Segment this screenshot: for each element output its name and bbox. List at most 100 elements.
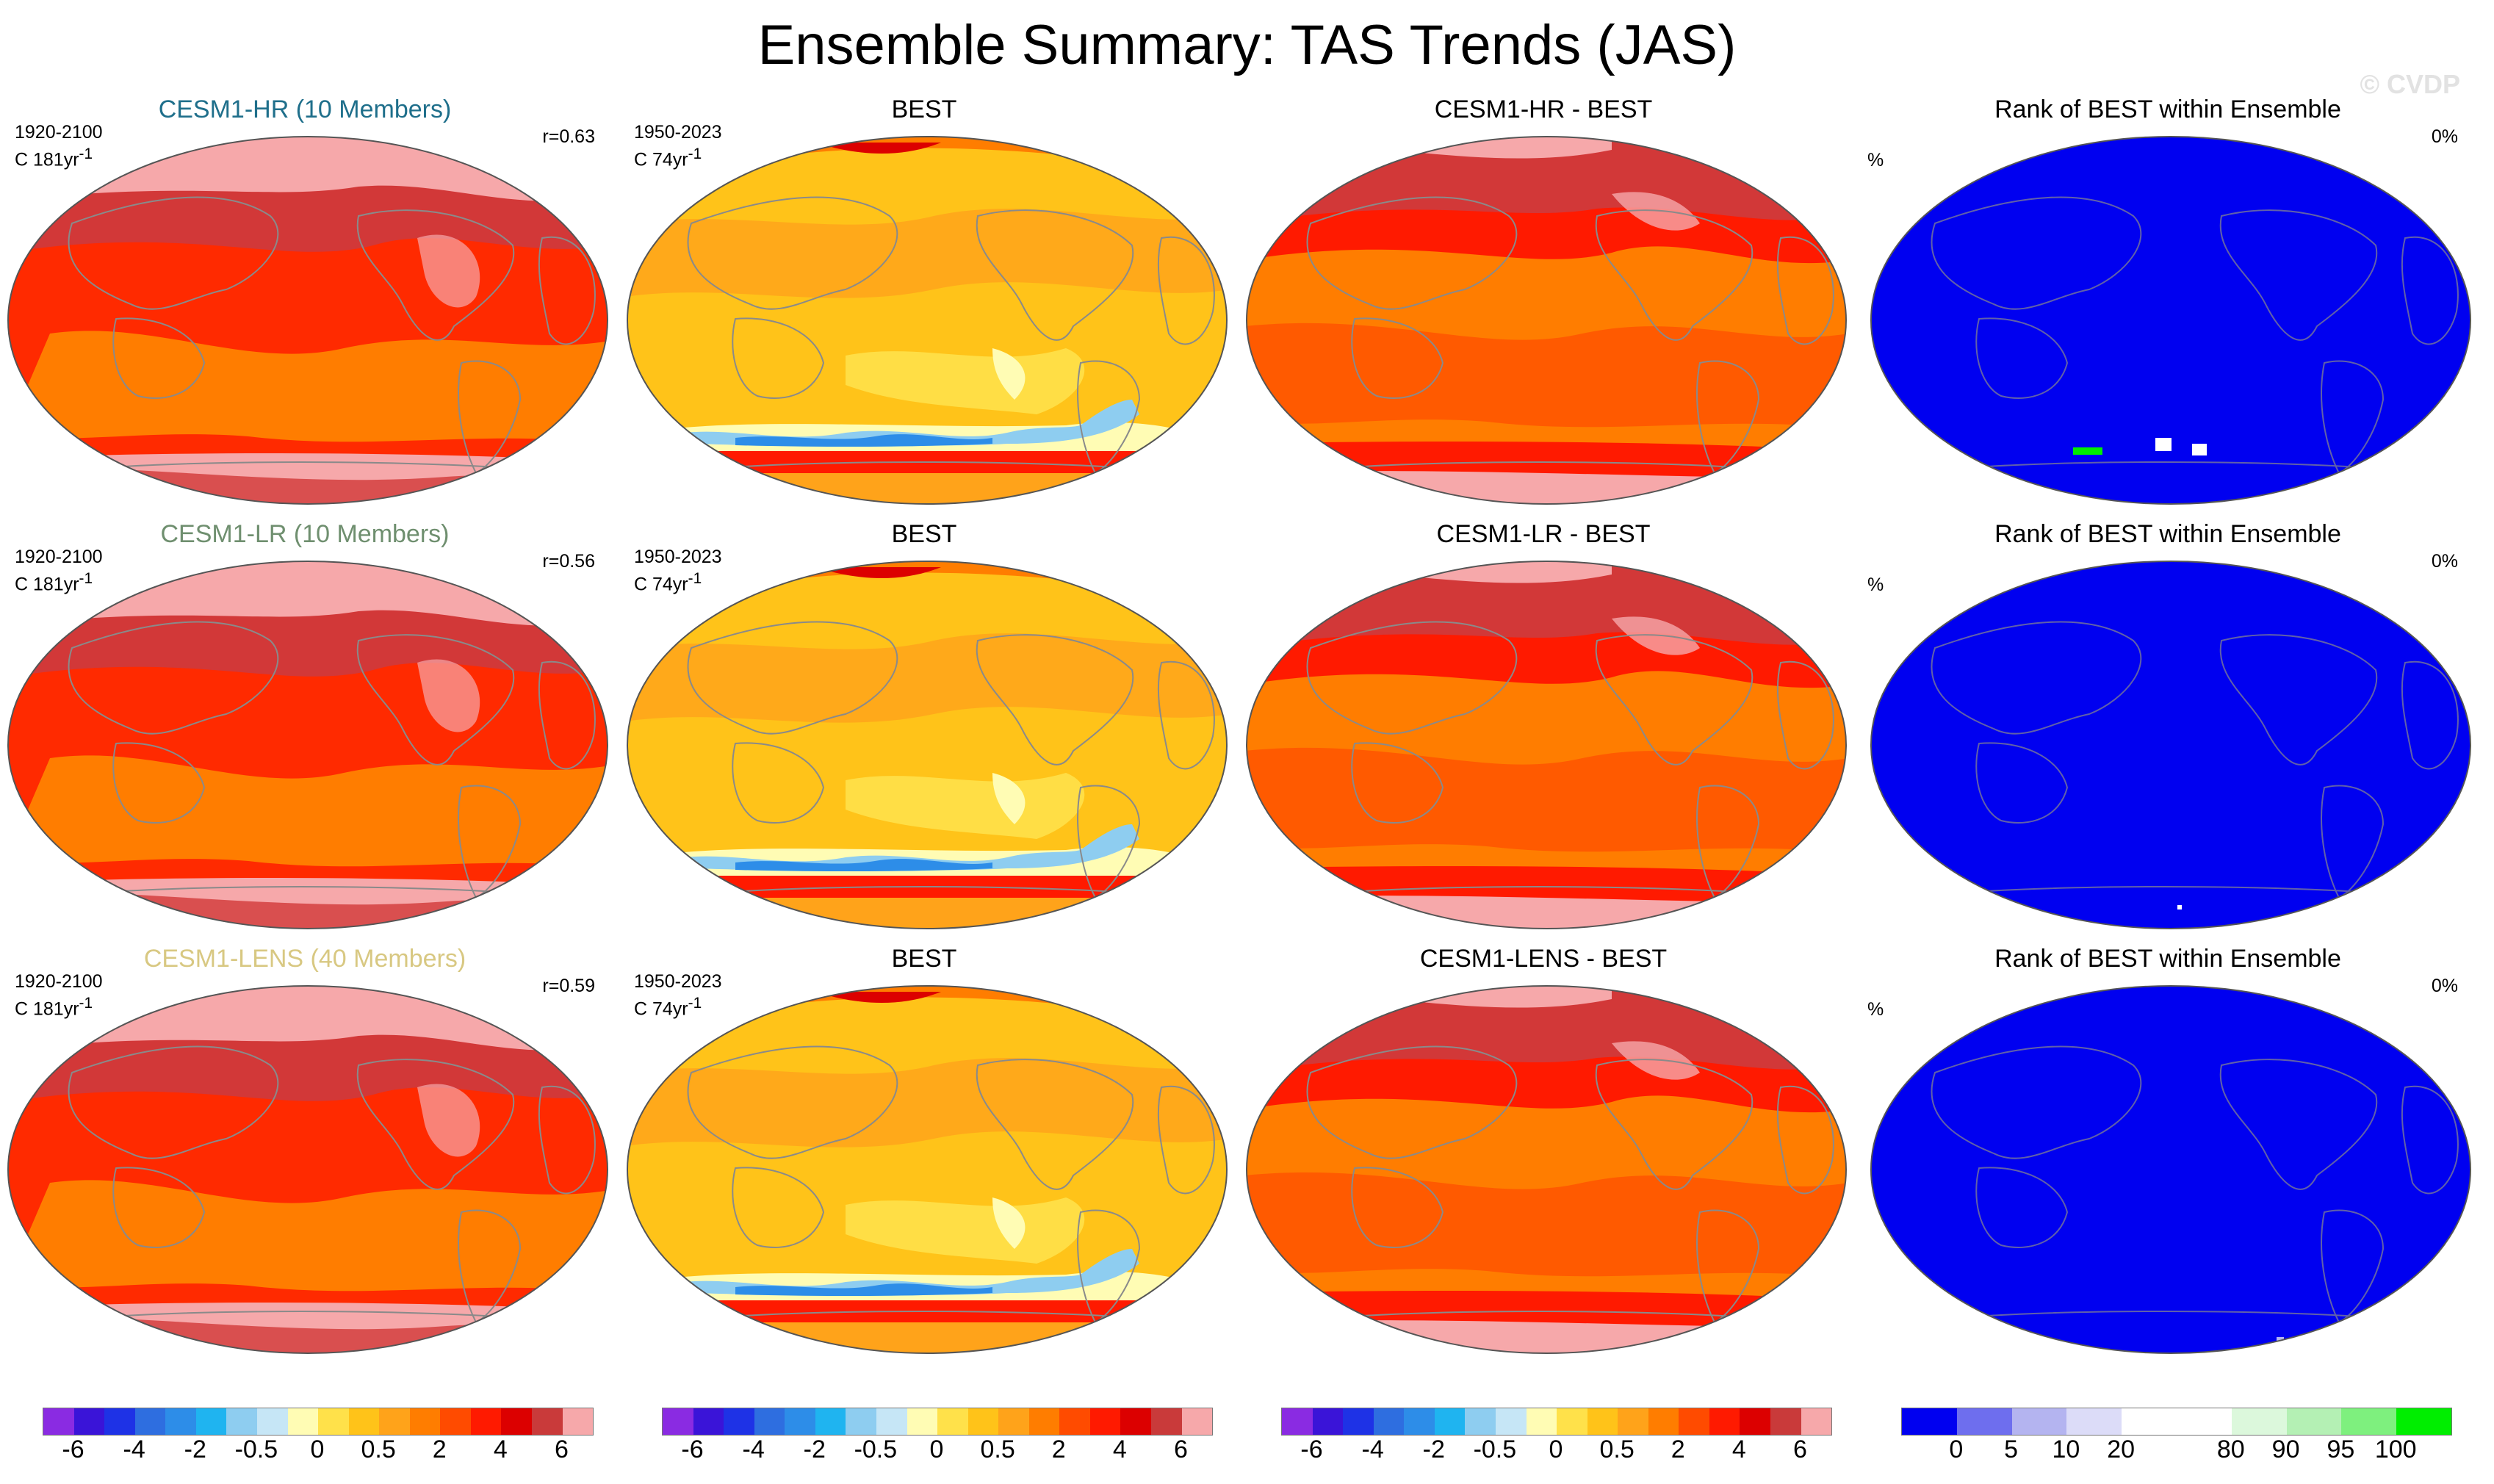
percent-value: 0% [2431, 551, 2458, 572]
colorbar-swatch [846, 1408, 876, 1435]
colorbar-swatch [1120, 1408, 1151, 1435]
colorbar-swatch [1282, 1408, 1313, 1435]
colorbar-swatch [2122, 1408, 2177, 1435]
colorbar-swatch [1089, 1408, 1121, 1435]
colorbar-swatch [73, 1408, 105, 1435]
panel-title: BEST [891, 96, 957, 123]
colorbar-swatch [815, 1408, 846, 1435]
colorbar-tick-label: -2 [184, 1436, 206, 1463]
map-obs-row2 [625, 560, 1229, 930]
units-exponent: -1 [688, 570, 702, 587]
colorbar-swatch [967, 1408, 999, 1435]
map-diff-row1 [1244, 135, 1848, 505]
colorbar-swatch [1902, 1408, 1957, 1435]
colorbar-swatch [663, 1408, 693, 1435]
colorbar-tick-label: 2 [1671, 1436, 1685, 1463]
colorbar-swatch [998, 1408, 1029, 1435]
period-label: 1920-2100 [15, 971, 103, 992]
colorbar-tick-label: -6 [62, 1436, 84, 1463]
panel-title: CESM1-LENS - BEST [1419, 945, 1668, 973]
colorbar-swatch [470, 1408, 502, 1435]
colorbar-tick-label: 0 [1949, 1436, 1964, 1463]
colorbar-swatch [1587, 1408, 1618, 1435]
colorbar-swatch [501, 1408, 532, 1435]
panel-title: CESM1-LR - BEST [1436, 520, 1651, 548]
map-rank-row1 [1869, 135, 2473, 505]
units-label: C 74yr [634, 149, 688, 170]
colorbar-swatch [724, 1408, 754, 1435]
panel-subtitle-left: 1920-2100 C 181yr-1 [15, 547, 103, 595]
map-model-row1 [6, 135, 610, 505]
colorbar-tick-label: 4 [493, 1436, 508, 1463]
colorbar-swatch [2066, 1408, 2122, 1435]
colorbar-swatch [907, 1408, 938, 1435]
panel-title: Rank of BEST within Ensemble [1994, 520, 2341, 548]
panel-obs-row1: BEST 1950-2023 C 74yr-1 [619, 79, 1229, 505]
percent-label: % [1867, 574, 1884, 595]
colorbar-swatch [226, 1408, 257, 1435]
colorbar-swatch [1151, 1408, 1182, 1435]
units-exponent: -1 [79, 570, 93, 587]
map-rank-row2 [1869, 560, 2473, 930]
panel-title: Rank of BEST within Ensemble [1994, 96, 2341, 123]
colorbar-swatch [1801, 1408, 1832, 1435]
colorbar-tick-label: -4 [123, 1436, 145, 1463]
colorbar-swatch [1465, 1408, 1496, 1435]
colorbar-swatch [1343, 1408, 1374, 1435]
colorbar-swatch [1679, 1408, 1709, 1435]
panel-title: CESM1-HR - BEST [1434, 96, 1653, 123]
colorbar-swatch [1618, 1408, 1648, 1435]
colorbar-swatch [348, 1408, 380, 1435]
colorbar-swatch [1373, 1408, 1405, 1435]
trend-colorbar-1 [43, 1408, 594, 1436]
units-exponent: -1 [688, 145, 702, 162]
period-label: 1950-2023 [634, 122, 722, 143]
panel-title: CESM1-LR (10 Members) [160, 520, 450, 548]
colorbar-swatch [379, 1408, 410, 1435]
map-model-row3 [6, 984, 610, 1355]
colorbar-tick-label: 4 [1731, 1436, 1746, 1463]
units-exponent: -1 [79, 995, 93, 1012]
units-label: C 181yr [15, 574, 79, 595]
colorbar-tick-label: -2 [1422, 1436, 1445, 1463]
colorbar-swatch [1740, 1408, 1770, 1435]
colorbar-swatch [104, 1408, 135, 1435]
colorbar-tick-label: 0.5 [361, 1436, 396, 1463]
colorbar-tick-label: 0.5 [1599, 1436, 1635, 1463]
panel-title: Rank of BEST within Ensemble [1994, 945, 2341, 973]
map-obs-row1 [625, 135, 1229, 505]
panel-title: BEST [891, 945, 957, 973]
colorbar-tick-label: -2 [803, 1436, 826, 1463]
colorbar-tick-label: 6 [554, 1436, 569, 1463]
colorbar-tick-label: 0.5 [980, 1436, 1015, 1463]
map-rank-row3 [1869, 984, 2473, 1355]
panel-subtitle-left: 1950-2023 C 74yr-1 [634, 971, 722, 1020]
panel-subtitle-left: 1950-2023 C 74yr-1 [634, 122, 722, 170]
colorbar-swatch [562, 1408, 594, 1435]
panel-title: CESM1-LENS (40 Members) [143, 945, 466, 973]
panel-subtitle-left: 1920-2100 C 181yr-1 [15, 971, 103, 1020]
panel-title: BEST [891, 520, 957, 548]
correlation-label: r=0.63 [542, 126, 595, 147]
panel-obs-row2: BEST 1950-2023 C 74yr-1 [619, 504, 1229, 930]
colorbar-swatch [1059, 1408, 1090, 1435]
colorbar-tick-label: 6 [1173, 1436, 1188, 1463]
colorbar-swatch [43, 1408, 74, 1435]
colorbar-swatch [754, 1408, 785, 1435]
units-label: C 74yr [634, 998, 688, 1020]
colorbar-tick-label: -4 [1361, 1436, 1384, 1463]
colorbar-swatch [693, 1408, 724, 1435]
panel-diff-row2: CESM1-LR - BEST [1239, 504, 1848, 930]
colorbar-tick-label: 0 [929, 1436, 944, 1463]
units-label: C 181yr [15, 149, 79, 170]
colorbar-swatch [1557, 1408, 1587, 1435]
colorbar-swatch [2286, 1408, 2342, 1435]
map-model-row2 [6, 560, 610, 930]
colorbar-tick-label: 2 [1051, 1436, 1066, 1463]
panel-diff-row1: CESM1-HR - BEST [1239, 79, 1848, 505]
trend-colorbar-2 [662, 1408, 1213, 1436]
colorbar-swatch [2011, 1408, 2067, 1435]
colorbar-swatch [1648, 1408, 1679, 1435]
colorbar-swatch [1434, 1408, 1466, 1435]
colorbar-swatch [1028, 1408, 1060, 1435]
